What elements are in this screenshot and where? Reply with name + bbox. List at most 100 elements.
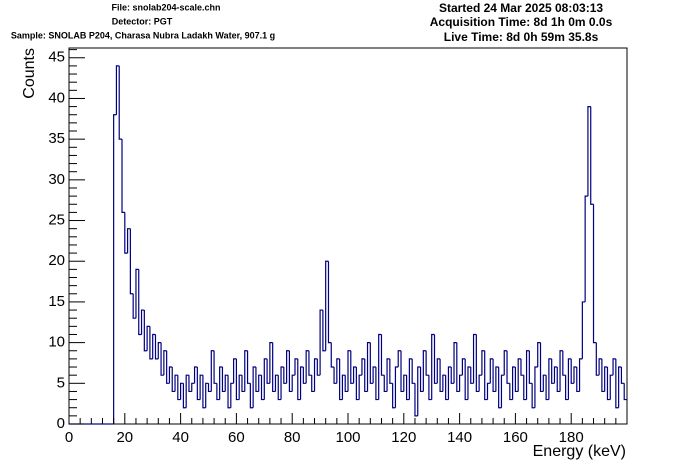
histogram-bin xyxy=(249,383,254,409)
histogram-bin xyxy=(378,333,382,400)
histogram-bin xyxy=(534,366,538,408)
histogram-bin xyxy=(302,367,307,384)
x-tick-label: 100 xyxy=(335,429,360,446)
histogram-bin xyxy=(414,383,418,417)
histogram-bin xyxy=(576,367,580,393)
histogram-bin xyxy=(347,350,351,392)
histogram-bin xyxy=(221,367,226,393)
histogram-bin xyxy=(461,358,466,376)
histogram-bin xyxy=(400,350,404,393)
histogram-bin xyxy=(308,350,312,376)
histogram-bin xyxy=(620,367,625,384)
histogram-bin xyxy=(274,374,279,392)
histogram-bin xyxy=(188,375,192,393)
histogram-bin xyxy=(492,358,496,393)
histogram-bin xyxy=(383,375,388,393)
histogram-bin xyxy=(297,358,301,401)
histogram-bin xyxy=(514,367,519,393)
histogram-bin xyxy=(252,366,256,408)
histogram-bin xyxy=(537,342,541,368)
file-label: File: snolab204-scale.chn xyxy=(111,2,220,12)
histogram-bin xyxy=(453,342,457,384)
histogram-bin xyxy=(350,350,354,384)
histogram-bin xyxy=(149,326,153,360)
histogram-bin xyxy=(470,367,474,384)
histogram-bin xyxy=(442,374,446,392)
histogram-bin xyxy=(113,114,117,424)
histogram-bin xyxy=(509,383,513,401)
histogram-bin xyxy=(216,383,220,401)
detector-label: Detector: PGT xyxy=(112,16,173,26)
histogram-bin xyxy=(417,366,421,416)
histogram-bin xyxy=(489,358,494,384)
histogram-bin xyxy=(556,367,561,393)
histogram-bin xyxy=(118,65,123,140)
histogram-bin xyxy=(174,374,178,392)
histogram-bin xyxy=(495,366,499,392)
histogram-bin xyxy=(565,375,569,401)
histogram-bin xyxy=(450,367,455,384)
histogram-bin xyxy=(336,358,340,384)
histogram-bin xyxy=(230,382,234,408)
histogram-bin xyxy=(581,301,586,359)
histogram-bin xyxy=(467,366,471,400)
live-label: Live Time: 8d 0h 59m 35.8s xyxy=(444,30,599,44)
acquisition-label: Acquisition Time: 8d 1h 0m 0.0s xyxy=(430,15,613,29)
histogram-bin xyxy=(233,358,237,384)
histogram-bin xyxy=(601,358,605,393)
histogram-bin xyxy=(512,366,516,400)
histogram-bin xyxy=(405,375,410,401)
histogram-bin xyxy=(447,366,452,400)
histogram-bin xyxy=(330,342,335,368)
histogram-bin xyxy=(344,375,348,393)
histogram-bin xyxy=(380,334,385,376)
histogram-bin xyxy=(138,269,142,336)
histogram-bin xyxy=(567,358,572,400)
histogram-bin xyxy=(191,382,195,392)
histogram-bin xyxy=(361,358,365,376)
histogram-bin xyxy=(263,358,268,400)
histogram-bin xyxy=(322,310,326,352)
histogram-bin xyxy=(294,358,298,376)
histogram-bin xyxy=(609,374,614,400)
histogram-bin xyxy=(500,374,505,408)
histogram-bin xyxy=(623,383,627,401)
histogram-bin xyxy=(241,375,245,393)
histogram-bin xyxy=(288,350,293,393)
histogram-bin xyxy=(311,375,315,393)
histogram-bin xyxy=(553,366,558,384)
histogram-bin xyxy=(484,350,488,401)
histogram-bin xyxy=(124,212,128,254)
histogram-bin xyxy=(545,375,549,401)
histogram-bin xyxy=(238,374,242,400)
histogram-bin xyxy=(255,367,259,393)
histogram-bin xyxy=(472,333,477,384)
histogram-bin xyxy=(235,358,240,401)
histogram-bin xyxy=(140,309,145,335)
histogram-bin xyxy=(260,375,265,401)
histogram-bin xyxy=(272,342,276,393)
histogram-bin xyxy=(146,325,150,351)
histogram-bin xyxy=(258,374,262,392)
histogram-bin xyxy=(436,358,441,384)
x-axis-label: Energy (keV) xyxy=(533,443,626,460)
x-tick-label: 180 xyxy=(559,429,584,446)
histogram-bin xyxy=(428,375,432,401)
histogram-bin xyxy=(498,367,502,409)
histogram-bin xyxy=(386,358,390,392)
histogram-bin xyxy=(531,383,535,409)
histogram-bin xyxy=(341,374,346,400)
histogram-bin xyxy=(177,375,181,401)
histogram-bin xyxy=(171,367,176,393)
histogram-bin xyxy=(246,350,251,384)
histogram-bin xyxy=(339,358,343,401)
histogram-bin xyxy=(422,350,427,392)
histogram-bin xyxy=(528,350,533,384)
histogram-bin xyxy=(419,367,424,393)
y-tick-label: 20 xyxy=(48,252,65,269)
histogram-bin xyxy=(559,350,563,392)
y-tick-label: 5 xyxy=(57,374,65,391)
histogram-bin xyxy=(595,342,600,376)
histogram-bin xyxy=(352,366,357,384)
